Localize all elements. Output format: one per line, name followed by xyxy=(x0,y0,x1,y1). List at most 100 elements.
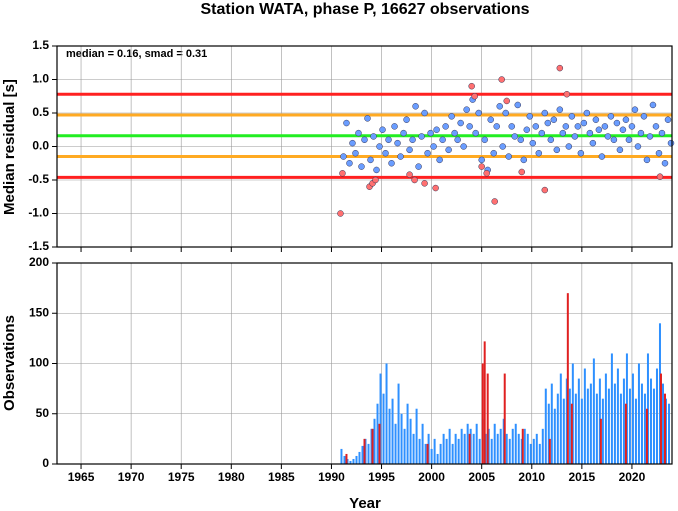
data-point xyxy=(463,106,470,113)
bar xyxy=(502,418,505,464)
data-point xyxy=(550,116,558,123)
data-point xyxy=(364,115,371,122)
data-point xyxy=(574,123,582,130)
data-point xyxy=(472,129,479,137)
bar xyxy=(586,388,589,464)
bar xyxy=(448,428,451,464)
data-point xyxy=(610,136,618,144)
bar xyxy=(468,433,471,464)
data-point xyxy=(499,143,506,150)
data-point xyxy=(436,156,443,164)
bar xyxy=(562,398,565,464)
bar xyxy=(517,433,520,464)
data-point xyxy=(346,160,353,167)
data-point xyxy=(661,160,669,167)
data-point xyxy=(541,109,549,117)
data-point xyxy=(391,123,398,130)
bar xyxy=(637,363,640,464)
plot-frame xyxy=(56,45,673,248)
bar xyxy=(418,438,421,464)
bar xyxy=(454,433,457,464)
data-point xyxy=(613,119,621,127)
bar xyxy=(659,373,662,464)
data-point xyxy=(637,129,645,137)
bar xyxy=(487,428,490,464)
data-point xyxy=(379,126,386,133)
data-point xyxy=(667,139,675,147)
data-point xyxy=(580,119,588,127)
y-tick-label: 200 xyxy=(29,255,49,269)
bar xyxy=(570,403,573,464)
bar xyxy=(553,408,556,464)
x-tick-label: 2020 xyxy=(619,470,646,484)
x-tick-label: 2005 xyxy=(468,470,495,484)
bar xyxy=(574,393,577,464)
bar xyxy=(646,353,649,464)
data-point xyxy=(352,149,359,157)
bar xyxy=(664,398,667,464)
data-point xyxy=(655,149,663,157)
data-point xyxy=(421,109,428,117)
data-point xyxy=(454,136,461,144)
data-point xyxy=(448,113,455,120)
data-point xyxy=(361,136,368,144)
bar xyxy=(667,403,670,464)
bar xyxy=(379,373,382,464)
bar xyxy=(658,323,661,464)
bar xyxy=(376,403,379,464)
data-point xyxy=(343,119,350,127)
bar xyxy=(433,438,436,464)
data-point xyxy=(493,123,500,130)
data-point xyxy=(503,97,510,105)
data-point xyxy=(595,126,603,133)
bar xyxy=(568,388,571,464)
bar xyxy=(640,383,643,464)
data-point xyxy=(556,64,564,72)
bar xyxy=(496,433,499,464)
bar xyxy=(649,378,652,464)
data-point xyxy=(397,153,404,160)
bar xyxy=(645,408,648,464)
bar xyxy=(481,363,484,464)
data-point xyxy=(517,136,525,144)
x-tick-label: 1970 xyxy=(118,470,145,484)
data-point xyxy=(339,170,346,177)
data-point xyxy=(604,133,612,140)
bar xyxy=(397,383,400,464)
bar xyxy=(613,383,616,464)
data-point xyxy=(565,143,573,150)
bar xyxy=(478,438,481,464)
x-tick-label: 1990 xyxy=(318,470,345,484)
data-point xyxy=(478,163,485,170)
data-point xyxy=(490,149,497,157)
bar xyxy=(391,398,394,464)
bar xyxy=(526,433,529,464)
data-point xyxy=(496,103,503,110)
data-point xyxy=(430,143,437,150)
bar xyxy=(445,438,448,464)
data-point xyxy=(487,116,494,123)
bar xyxy=(607,388,610,464)
bar xyxy=(599,418,602,464)
bar xyxy=(352,458,355,464)
bar xyxy=(508,438,511,464)
x-tick-label: 1995 xyxy=(368,470,395,484)
bar xyxy=(535,433,538,464)
bar xyxy=(469,428,472,464)
bar xyxy=(624,403,627,464)
data-point xyxy=(355,129,362,137)
data-point xyxy=(409,136,416,144)
data-point xyxy=(442,123,449,130)
data-point xyxy=(541,186,549,194)
data-point xyxy=(388,160,395,167)
bar xyxy=(451,443,454,464)
data-point xyxy=(520,156,528,164)
bar xyxy=(550,383,553,464)
bar xyxy=(499,428,502,464)
bar xyxy=(514,423,517,464)
data-point xyxy=(406,146,413,154)
data-point xyxy=(373,166,380,174)
bar xyxy=(604,373,607,464)
bar xyxy=(490,438,493,464)
